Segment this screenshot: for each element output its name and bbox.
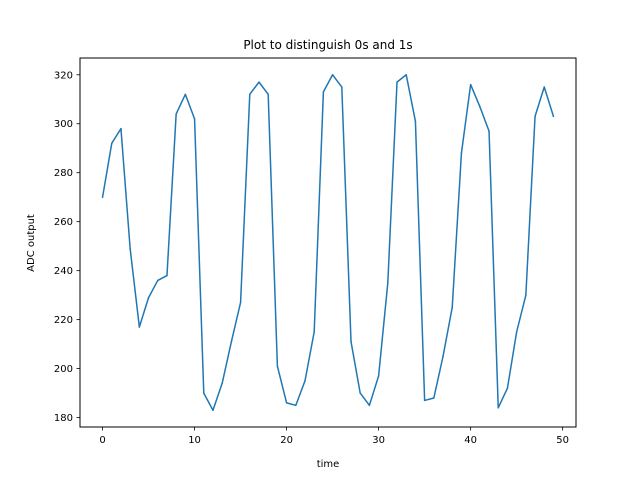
y-tick-label: 180 <box>54 413 73 424</box>
data-point <box>267 93 269 96</box>
data-point <box>322 91 325 93</box>
series-layer <box>101 74 555 411</box>
y-tick-label: 300 <box>54 119 73 130</box>
y-tick-label: 280 <box>54 168 73 179</box>
data-point <box>534 115 536 118</box>
data-point <box>442 355 444 358</box>
series-line <box>101 74 555 411</box>
data-point <box>212 409 214 411</box>
x-tick-label: 0 <box>99 435 105 446</box>
data-point <box>414 120 417 123</box>
data-point <box>387 282 389 284</box>
data-point <box>377 375 380 377</box>
plot-area <box>79 57 577 428</box>
x-axis: 0 10 20 30 40 50 <box>99 427 569 446</box>
x-axis-label: time <box>317 459 340 470</box>
data-point <box>341 86 343 88</box>
data-point <box>276 365 279 367</box>
data-point <box>543 86 545 88</box>
data-point <box>525 294 527 296</box>
data-point <box>350 340 352 343</box>
data-point <box>193 118 196 120</box>
y-tick-label: 220 <box>54 315 73 326</box>
data-point <box>157 279 159 282</box>
data-point <box>405 74 407 76</box>
data-point <box>469 83 472 86</box>
data-point <box>497 407 499 409</box>
data-point <box>120 127 122 130</box>
data-point <box>331 74 334 76</box>
data-point <box>239 301 242 304</box>
data-point <box>166 274 168 277</box>
x-tick-label: 30 <box>372 435 385 446</box>
data-point <box>515 331 518 333</box>
data-point <box>368 404 371 407</box>
data-point <box>285 402 288 404</box>
data-point <box>359 392 361 394</box>
y-axis: 180 200 220 240 260 280 300 320 <box>54 70 80 424</box>
x-tick-label: 40 <box>464 435 477 446</box>
data-point <box>129 247 131 250</box>
data-point <box>433 397 435 399</box>
y-axis-label: ADC output <box>26 214 37 272</box>
data-point <box>147 296 150 299</box>
data-point <box>552 115 555 118</box>
data-point <box>175 113 177 115</box>
data-point <box>258 81 260 83</box>
plot-frame <box>79 57 577 428</box>
chart-title: Plot to distinguish 0s and 1s <box>243 38 412 52</box>
y-tick-label: 320 <box>54 70 73 81</box>
y-tick-label: 260 <box>54 217 73 228</box>
y-tick-label: 240 <box>54 266 73 277</box>
data-point <box>304 380 306 382</box>
data-point <box>460 152 463 154</box>
data-point <box>396 81 398 83</box>
data-point <box>230 340 233 343</box>
x-tick-label: 10 <box>188 435 201 446</box>
data-point <box>313 331 315 333</box>
data-point <box>221 382 223 385</box>
data-point <box>479 105 481 108</box>
y-tick-label: 200 <box>54 364 73 375</box>
data-point <box>249 93 251 96</box>
x-tick-label: 20 <box>280 435 293 446</box>
data-point <box>184 93 187 96</box>
data-point <box>488 130 490 132</box>
data-point <box>423 399 426 402</box>
data-point <box>506 387 509 389</box>
data-point <box>111 142 113 145</box>
data-point <box>203 392 205 394</box>
data-point <box>451 306 453 309</box>
data-point <box>101 196 104 198</box>
x-tick-label: 50 <box>556 435 569 446</box>
data-point <box>138 326 141 328</box>
data-point <box>295 404 297 407</box>
